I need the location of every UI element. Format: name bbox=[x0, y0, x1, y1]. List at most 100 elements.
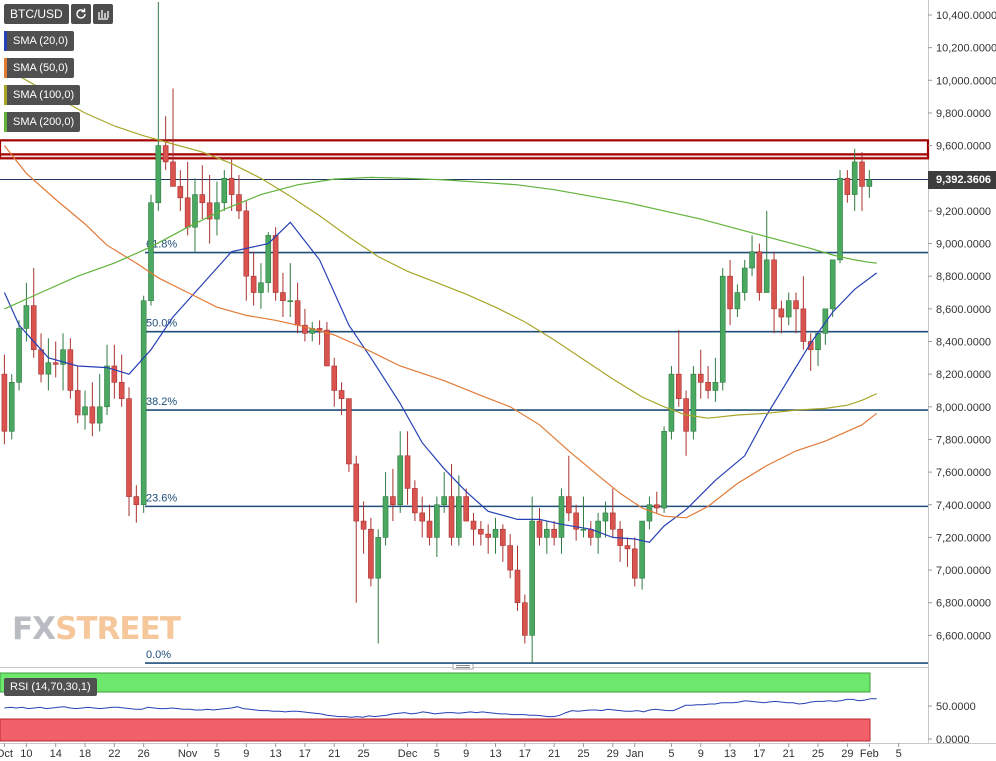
y-tick-label: 7,800.0000 bbox=[936, 434, 991, 446]
x-tick-label: Jan bbox=[626, 748, 644, 760]
candle-body bbox=[829, 259, 836, 310]
candle-body bbox=[441, 496, 448, 506]
candle-body bbox=[434, 504, 440, 538]
candle-body bbox=[749, 251, 755, 269]
candle-body bbox=[785, 300, 792, 318]
candle-body bbox=[507, 545, 513, 571]
candle-body bbox=[302, 324, 308, 334]
bars-icon[interactable] bbox=[92, 4, 113, 24]
candle-body bbox=[646, 504, 653, 522]
candle-body bbox=[763, 259, 770, 293]
candle-body bbox=[192, 194, 198, 228]
x-tick-label: 9 bbox=[243, 748, 249, 760]
x-tick-label: 25 bbox=[577, 748, 589, 760]
legend-swatch bbox=[4, 112, 7, 132]
candle-body bbox=[837, 177, 843, 261]
fib-label-1: 50.0% bbox=[146, 318, 177, 330]
fib-label-0: 61.8% bbox=[146, 239, 177, 251]
candle-body bbox=[353, 463, 360, 522]
moving-averages bbox=[3, 66, 878, 543]
candle-body bbox=[580, 528, 587, 531]
candle-body bbox=[38, 349, 44, 375]
candle-body bbox=[397, 455, 404, 506]
candle-body bbox=[74, 390, 81, 416]
candle-body bbox=[544, 528, 550, 538]
candle-body bbox=[866, 179, 873, 187]
candle-body bbox=[140, 300, 147, 506]
symbol-button[interactable]: BTC/USD bbox=[4, 4, 69, 24]
fib-label-2: 38.2% bbox=[146, 396, 177, 408]
candle-body bbox=[294, 300, 301, 326]
candle-body bbox=[859, 161, 865, 187]
x-tick-label: 14 bbox=[50, 748, 62, 760]
y-tick-label: 10,200.0000 bbox=[936, 43, 996, 55]
candle-body bbox=[148, 202, 154, 301]
candle-body bbox=[456, 496, 462, 538]
y-tick-label: 10,000.0000 bbox=[936, 75, 996, 87]
legend-item-sma200[interactable]: SMA (200,0) bbox=[4, 112, 81, 132]
sma-line-1 bbox=[3, 145, 878, 519]
y-tick-label: 6,600.0000 bbox=[936, 630, 991, 642]
y-tick-label: 8,200.0000 bbox=[936, 369, 991, 381]
candle-body bbox=[734, 292, 741, 310]
candle-body bbox=[221, 177, 228, 204]
legend-label: SMA (200,0) bbox=[13, 116, 75, 128]
x-tick-label: 18 bbox=[79, 748, 91, 760]
logo-street: STREET bbox=[55, 611, 181, 647]
legend-item-sma50[interactable]: SMA (50,0) bbox=[4, 58, 75, 78]
resistance-zone-lower bbox=[0, 153, 930, 160]
candle-body bbox=[500, 528, 506, 546]
x-tick-label: 13 bbox=[724, 748, 736, 760]
refresh-icon[interactable] bbox=[70, 4, 91, 24]
candle-body bbox=[375, 537, 382, 579]
candle-body bbox=[756, 251, 763, 293]
y-tick-label: 9,000.0000 bbox=[936, 239, 991, 251]
rsi-panel: 50.0000 0.0000 bbox=[0, 672, 976, 746]
sma-line-3 bbox=[4, 176, 877, 310]
sma-line-0 bbox=[3, 221, 878, 543]
rsi-label[interactable]: RSI (14,70,30,1) bbox=[4, 678, 97, 696]
candle-body bbox=[96, 406, 103, 424]
candle-body bbox=[316, 328, 323, 331]
x-tick-label: 22 bbox=[108, 748, 120, 760]
legend-item-sma20[interactable]: SMA (20,0) bbox=[4, 31, 75, 51]
candle-body bbox=[558, 496, 565, 538]
x-tick-label: Dec bbox=[398, 748, 418, 760]
y-tick-label: 6,800.0000 bbox=[936, 598, 991, 610]
candle-body bbox=[390, 496, 396, 506]
rsi-overbought-band bbox=[0, 672, 871, 693]
candle-body bbox=[661, 430, 667, 509]
candle-body bbox=[529, 520, 535, 636]
candle-body bbox=[177, 186, 184, 199]
x-tick-label: 25 bbox=[357, 748, 369, 760]
candle-body bbox=[470, 520, 477, 530]
legend-item-sma100[interactable]: SMA (100,0) bbox=[4, 85, 81, 105]
candle-body bbox=[60, 349, 66, 365]
y-tick-label: 7,200.0000 bbox=[936, 532, 991, 544]
rsi-tick-label: 50.0000 bbox=[936, 701, 976, 713]
candle-body bbox=[104, 365, 110, 408]
candle-body bbox=[258, 282, 264, 293]
candle-body bbox=[346, 398, 352, 465]
candlesticks bbox=[1, 1, 873, 664]
y-tick-label: 7,400.0000 bbox=[936, 500, 991, 512]
y-tick-label: 7,600.0000 bbox=[936, 467, 991, 479]
legend-swatch bbox=[4, 85, 7, 105]
legend-label: SMA (50,0) bbox=[13, 62, 69, 74]
candle-body bbox=[170, 161, 176, 187]
candle-body bbox=[331, 365, 338, 391]
candle-body bbox=[1, 373, 8, 432]
fibonacci-levels: 61.8% 50.0% 38.2% 23.6% 0.0% bbox=[145, 239, 928, 664]
x-tick-label: 21 bbox=[783, 748, 795, 760]
x-tick-label: 5 bbox=[668, 748, 674, 760]
candle-body bbox=[243, 210, 250, 277]
x-tick-label: 26 bbox=[138, 748, 150, 760]
candle-body bbox=[412, 488, 418, 514]
y-tick-label: 9,600.0000 bbox=[936, 141, 991, 153]
candle-body bbox=[30, 305, 37, 350]
candle-body bbox=[272, 235, 279, 293]
candle-body bbox=[280, 292, 286, 301]
grid-lines bbox=[0, 0, 996, 744]
rsi-oversold-band bbox=[0, 718, 871, 742]
candle-body bbox=[265, 235, 272, 284]
